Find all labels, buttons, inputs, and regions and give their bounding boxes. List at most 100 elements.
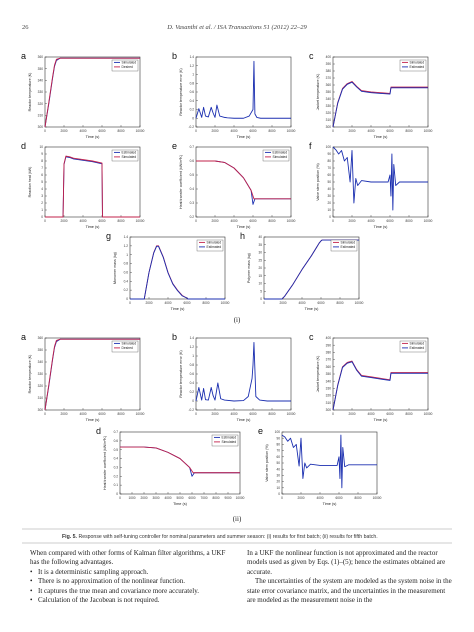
y-tick-label: 340 [326, 97, 332, 101]
x-tick-label: 8000 [336, 301, 343, 305]
y-tick-label: 380 [326, 69, 332, 73]
y-tick-label: 340 [38, 78, 44, 82]
y-tick-label: 20 [276, 480, 280, 484]
y-axis-label: Heat transfer coefficient (kW/m²K) [179, 155, 183, 209]
y-tick-label: 10 [39, 145, 43, 149]
y-tick-label: 0.7 [190, 145, 195, 149]
y-tick-label: 0.4 [190, 187, 195, 191]
x-tick-label: 4000 [316, 496, 323, 500]
x-tick-label: 2000 [348, 412, 355, 416]
legend-entry: Estimated [222, 435, 237, 439]
panel-letter: e [172, 141, 177, 151]
list-item: • There is no approximation of the nonlin… [30, 577, 185, 586]
y-tick-label: 3 [41, 194, 43, 198]
caption-label: Fig. 5. [62, 534, 77, 540]
x-axis-label: Time (s) [86, 135, 101, 139]
y-tick-label: 310 [38, 113, 44, 117]
panel-letter: b [172, 51, 177, 61]
y-tick-label: 310 [326, 118, 332, 122]
x-axis-label: Time (s) [171, 307, 186, 311]
chart-ii-a: 0 2000 4000 6000 8000 10000 300 310 320 330 340 350… [21, 332, 145, 422]
legend-entry: Estimated [207, 245, 222, 249]
y-tick-label: 310 [326, 401, 332, 405]
y-tick-label: 30 [258, 251, 262, 255]
series-line [332, 361, 428, 411]
y-tick-label: 0.6 [190, 159, 195, 163]
y-tick-label: 2 [41, 201, 43, 205]
x-tick-label: 3000 [152, 496, 159, 500]
panel-letter: e [258, 426, 263, 436]
y-axis-label: Reactor temperature (K) [28, 355, 32, 394]
right-para-2: The uncertainties of the system are mode… [247, 577, 452, 605]
y-tick-label: 360 [326, 365, 332, 369]
y-tick-label: 0.4 [124, 279, 129, 283]
plot-frame [44, 337, 141, 411]
x-tick-label: 0 [195, 412, 197, 416]
legend-entry: Estimated [273, 150, 288, 154]
y-axis-label: Valve stem position (%) [316, 163, 320, 200]
x-tick-label: 10000 [355, 301, 364, 305]
chart-i-a: 0 2000 4000 6000 8000 10000 300 310 320 330 340 350… [21, 51, 145, 139]
y-tick-label: 340 [326, 379, 332, 383]
x-axis-label: Time (s) [86, 418, 101, 422]
x-tick-label: 0 [332, 219, 334, 223]
x-tick-label: 0 [332, 129, 334, 133]
y-tick-label: 70 [276, 449, 280, 453]
y-tick-label: 0.6 [114, 439, 119, 443]
x-tick-label: 10000 [287, 219, 296, 223]
y-tick-label: 350 [326, 372, 332, 376]
x-tick-label: 2000 [297, 496, 304, 500]
x-tick-label: 10000 [136, 129, 145, 133]
x-tick-label: 0 [44, 219, 46, 223]
x-tick-label: 6000 [98, 412, 105, 416]
x-axis-label: Time (s) [86, 225, 101, 229]
x-tick-label: 10000 [136, 219, 145, 223]
series-line [332, 360, 428, 411]
y-tick-label: -0.2 [189, 408, 195, 412]
chart-i-b: 0 2000 4000 6000 8000 10000-0.200.20.40.60.81… [172, 51, 296, 139]
y-tick-label: 0 [41, 215, 43, 219]
chart-ii-e: 0 2000 4000 6000 8000 10000 0 10 20 30 40 50 60 70 80 9… [258, 426, 382, 506]
x-tick-label: 7000 [200, 496, 207, 500]
x-tick-label: 2000 [211, 129, 218, 133]
y-tick-label: 10 [258, 282, 262, 286]
x-tick-label: 0 [332, 412, 334, 416]
x-tick-label: 2000 [348, 219, 355, 223]
y-tick-label: 0.2 [190, 390, 195, 394]
chart-i-d: 0 2000 4000 6000 8000 10000 0 1 2 3 4 5 6 7 8 9 10 Time (… [21, 141, 145, 229]
x-tick-label: 8000 [202, 301, 209, 305]
y-tick-label: 7 [41, 166, 43, 170]
y-tick-label: 0.4 [114, 457, 119, 461]
legend-box [399, 340, 427, 353]
y-tick-label: 0 [192, 399, 194, 403]
x-tick-label: 6000 [249, 219, 256, 223]
y-tick-label: 390 [326, 62, 332, 66]
y-tick-label: 320 [38, 384, 44, 388]
series-line [44, 57, 140, 128]
legend-entry: Simulated [341, 240, 356, 244]
series-line [195, 342, 291, 402]
y-tick-label: 400 [326, 336, 332, 340]
caption-text: Response with self-tuning controller for… [77, 534, 378, 540]
x-tick-label: 2000 [60, 219, 67, 223]
x-tick-label: 4000 [164, 496, 171, 500]
y-tick-label: 0.8 [124, 262, 129, 266]
x-tick-label: 4000 [298, 301, 305, 305]
x-tick-label: 10000 [287, 129, 296, 133]
x-axis-label: Time (s) [305, 307, 320, 311]
y-tick-label: 0.5 [114, 448, 119, 452]
panel-letter: d [21, 141, 26, 151]
x-axis-label: Time (s) [173, 502, 188, 506]
x-tick-label: 0 [195, 219, 197, 223]
x-tick-label: 6000 [335, 496, 342, 500]
y-tick-label: 0.3 [114, 466, 119, 470]
y-axis-label: Jacket temperature (K) [316, 74, 320, 111]
panel-letter: d [96, 426, 101, 436]
y-tick-label: 0.2 [124, 288, 129, 292]
series-line [332, 146, 428, 211]
figure-caption: Fig. 5. Response with self-tuning contro… [62, 534, 422, 540]
